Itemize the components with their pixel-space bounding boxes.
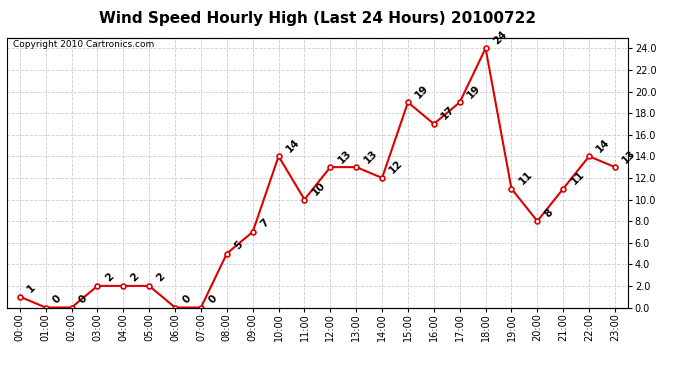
Text: 19: 19	[413, 83, 431, 100]
Text: 7: 7	[258, 217, 270, 230]
Text: 24: 24	[491, 29, 509, 46]
Text: 0: 0	[181, 293, 193, 305]
Text: 13: 13	[336, 148, 353, 165]
Text: 0: 0	[51, 293, 63, 305]
Text: 2: 2	[155, 272, 167, 284]
Text: Wind Speed Hourly High (Last 24 Hours) 20100722: Wind Speed Hourly High (Last 24 Hours) 2…	[99, 11, 536, 26]
Text: 14: 14	[595, 137, 612, 154]
Text: 1: 1	[26, 282, 37, 294]
Text: 0: 0	[206, 293, 219, 305]
Text: 2: 2	[103, 272, 115, 284]
Text: 13: 13	[620, 148, 638, 165]
Text: 8: 8	[543, 207, 555, 219]
Text: 10: 10	[310, 180, 327, 197]
Text: 13: 13	[362, 148, 379, 165]
Text: 11: 11	[569, 169, 586, 186]
Text: 11: 11	[517, 169, 534, 186]
Text: Copyright 2010 Cartronics.com: Copyright 2010 Cartronics.com	[13, 40, 155, 49]
Text: 5: 5	[233, 239, 244, 251]
Text: 17: 17	[440, 104, 457, 122]
Text: 0: 0	[77, 293, 89, 305]
Text: 12: 12	[388, 158, 405, 176]
Text: 14: 14	[284, 137, 302, 154]
Text: 2: 2	[129, 272, 141, 284]
Text: 19: 19	[465, 83, 482, 100]
